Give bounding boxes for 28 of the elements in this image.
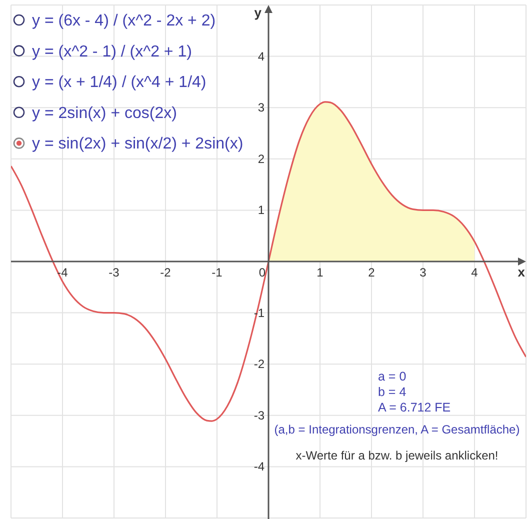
- annotation: A = 6.712 FE: [378, 400, 451, 414]
- x-tick-label: 1: [316, 266, 324, 280]
- x-tick-label: -3: [108, 266, 120, 280]
- x-tick-label: 4: [471, 266, 478, 280]
- annotation: b = 4: [378, 385, 406, 399]
- x-axis-title: x: [518, 264, 526, 280]
- x-tick-label: 3: [420, 266, 427, 280]
- x-tick-label: 2: [368, 266, 376, 280]
- annotation: x-Werte für a bzw. b jeweils anklicken!: [296, 448, 498, 462]
- x-tick-label: -1: [212, 266, 223, 280]
- y-tick-label: -4: [254, 460, 265, 474]
- x-tick-label: -2: [160, 266, 172, 280]
- x-tick-label: 0: [258, 266, 266, 280]
- annotation: (a,b = Integrationsgrenzen, A = Gesamtfläche): [274, 422, 520, 436]
- y-tick-label: -3: [254, 408, 265, 422]
- y-tick-label: -2: [254, 357, 265, 372]
- annotation: y = 2sin(x) + cos(2x): [32, 104, 177, 122]
- y-tick-label: 1: [258, 203, 265, 218]
- annotation: y = (x^2 - 1) / (x^2 + 1): [32, 43, 192, 60]
- annotation: a = 0: [378, 370, 406, 384]
- legend-label: y = sin(2x) + sin(x/2) + 2sin(x): [32, 136, 244, 153]
- line-series: [11, 101, 526, 422]
- y-tick-label: 3: [258, 100, 265, 115]
- y-tick-label: 2: [258, 152, 265, 166]
- y-tick-label: 4: [258, 49, 265, 64]
- annotation: y = (x + 1/4) / (x^4 + 1/4): [32, 74, 206, 92]
- annotation: y = (6x - 4) / (x^2 - 2x + 2): [32, 12, 216, 30]
- y-axis-title: y: [254, 5, 262, 20]
